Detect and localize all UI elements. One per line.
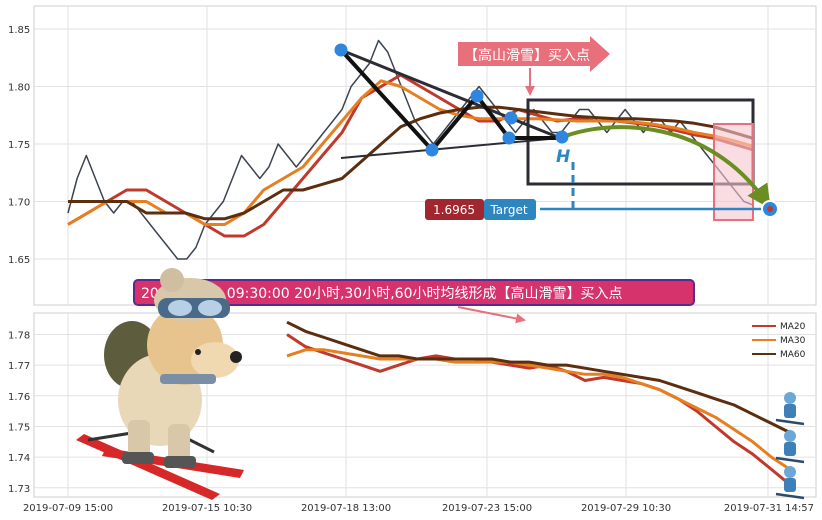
trend-arrow: [559, 125, 771, 209]
pivot-marker: [502, 131, 516, 145]
ma-y-tick: 1.78: [8, 330, 30, 341]
legend: MA20 MA30 MA60: [752, 322, 806, 360]
skiing-figure-icon: [775, 392, 805, 426]
price-y-tick: 1.75: [8, 140, 30, 151]
legend-ma20: MA20: [780, 322, 806, 332]
ma-y-tick: 1.73: [8, 484, 30, 495]
signal-banner: 2019-07-24 09:30:00 20小时,30小时,60小时均线形成【高…: [133, 279, 695, 324]
skiing-figure-icon: [775, 466, 805, 500]
ma-panel-series: [286, 320, 791, 486]
target-label: 1.6965 Target: [425, 199, 536, 220]
x-tick-label: 2019-07-31 14:57: [724, 503, 814, 514]
ma-y-tick: 1.77: [8, 361, 30, 372]
mini-skier-icons: [775, 392, 805, 500]
ma-y-tick: 1.76: [8, 392, 30, 403]
skiing-figure-icon: [775, 430, 805, 464]
pivot-marker: [470, 89, 484, 103]
x-tick-label: 2019-07-09 15:00: [23, 503, 113, 514]
ma-y-tick: 1.75: [8, 422, 30, 433]
ma-panel-y-ticks: 1.73 1.74 1.75 1.76 1.77 1.78: [8, 330, 30, 494]
price-y-tick: 1.80: [8, 83, 30, 94]
pivot-marker: [504, 111, 518, 125]
ma60-line: [286, 320, 791, 434]
price-y-tick: 1.65: [8, 255, 30, 266]
skiing-dog-illustration: [76, 268, 244, 500]
ma30-line: [286, 348, 791, 471]
target-text: Target: [489, 203, 527, 217]
x-tick-label: 2019-07-18 13:00: [301, 503, 391, 514]
legend-ma60: MA60: [780, 350, 806, 360]
x-tick-label: 2019-07-23 15:00: [442, 503, 532, 514]
ma60-line: [68, 105, 754, 221]
pivot-markers: [334, 43, 569, 157]
x-tick-label: 2019-07-15 10:30: [162, 503, 252, 514]
target-value: 1.6965: [433, 203, 475, 217]
banner-text: 2019-07-24 09:30:00 20小时,30小时,60小时均线形成【高…: [141, 285, 622, 302]
price-panel-y-ticks: 1.65 1.70 1.75 1.80 1.85: [8, 25, 30, 266]
target-marker-center: [767, 206, 773, 212]
pivot-marker: [334, 43, 348, 57]
price-y-tick: 1.85: [8, 25, 30, 36]
breakdown-zone: [713, 123, 754, 221]
price-panel: [33, 5, 817, 306]
ma-y-tick: 1.74: [8, 453, 30, 464]
price-y-tick: 1.70: [8, 198, 30, 209]
h-label: H: [556, 147, 570, 167]
pivot-marker: [555, 130, 569, 144]
x-axis-labels: 2019-07-09 15:00 2019-07-15 10:30 2019-07-…: [23, 503, 814, 514]
x-tick-label: 2019-07-29 10:30: [581, 503, 671, 514]
pivot-marker: [425, 143, 439, 157]
price-panel-series: [67, 39, 754, 260]
legend-ma30: MA30: [780, 336, 806, 346]
pattern-label: 【高山滑雪】买入点: [458, 36, 610, 96]
pattern-label-text: 【高山滑雪】买入点: [464, 47, 590, 64]
